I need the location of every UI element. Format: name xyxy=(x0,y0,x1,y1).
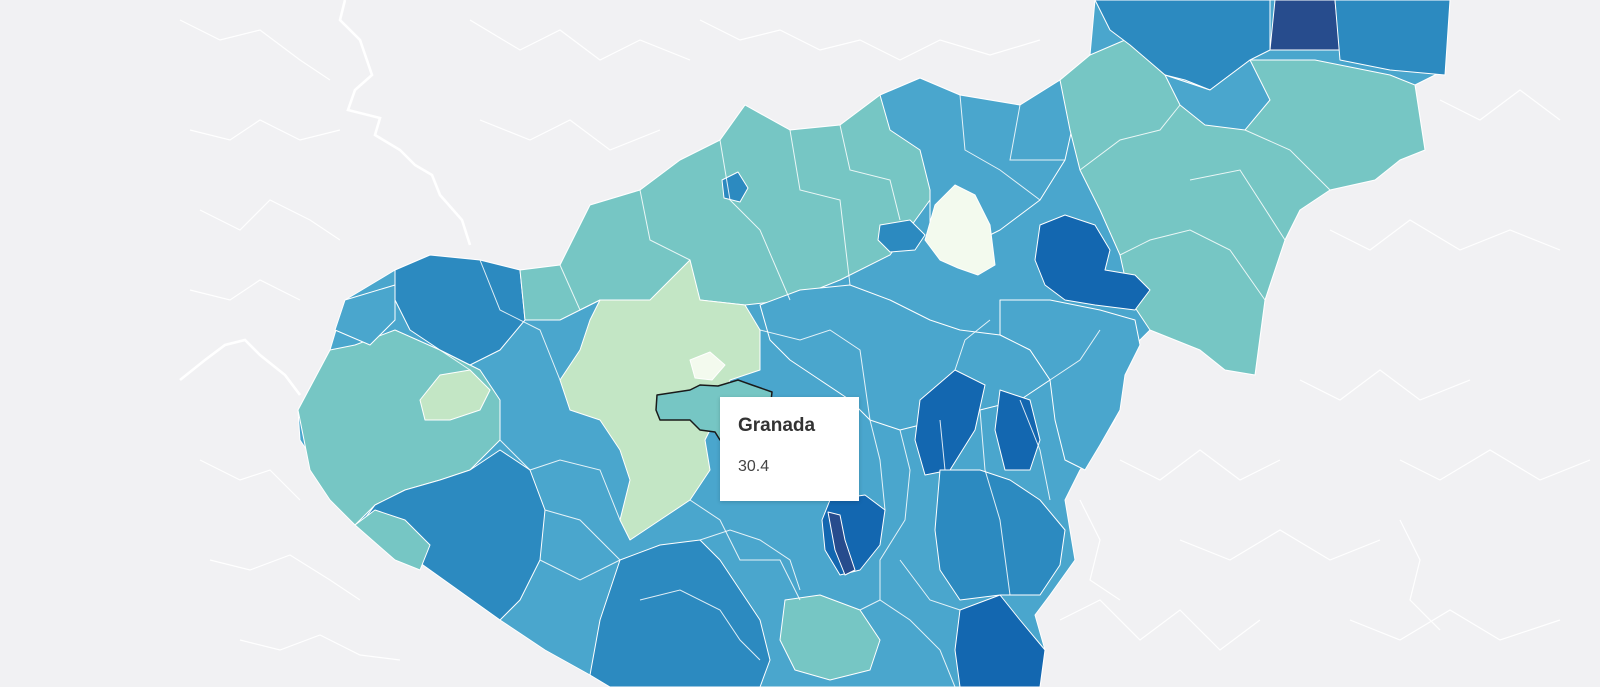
tooltip-region-value: 30.4 xyxy=(738,458,770,475)
background-boundaries xyxy=(179,0,1591,661)
region-south-center xyxy=(589,539,771,687)
region-east-blue-a xyxy=(1164,59,1271,131)
region-northwest-a xyxy=(334,284,396,346)
region-small-blue-b xyxy=(877,219,926,253)
region-dark-blob xyxy=(1034,214,1151,311)
region-southeast-mid xyxy=(934,469,1066,601)
region-south-teal xyxy=(779,594,881,681)
region-small-blue xyxy=(721,171,749,203)
tooltip-region-name: Granada xyxy=(738,415,816,436)
region-northeast-dark xyxy=(1269,0,1341,51)
region-northeast-blue-a xyxy=(1094,0,1271,91)
region-center-deep-a xyxy=(914,369,986,476)
region-southeast-deep xyxy=(954,594,1046,687)
region-southwest-teal xyxy=(354,509,431,571)
region-center-deep-b xyxy=(994,389,1041,471)
region-northwest-b xyxy=(394,254,526,366)
region-northeast-blue-b xyxy=(1334,0,1451,76)
region-city-core xyxy=(689,351,726,381)
region-tooltip: Granada 30.4 xyxy=(720,397,859,501)
region-white-center xyxy=(924,184,996,276)
region-west-light xyxy=(419,369,491,421)
region-south-darkest xyxy=(827,511,856,576)
